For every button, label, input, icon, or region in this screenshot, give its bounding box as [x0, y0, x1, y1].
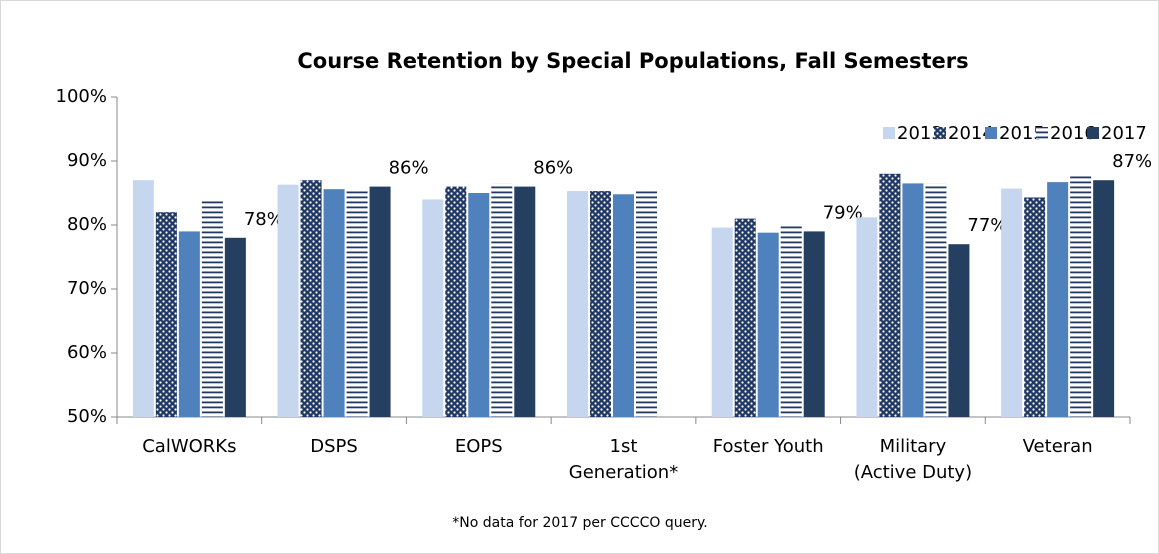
bar — [491, 183, 513, 417]
bar — [1047, 182, 1069, 417]
data-label: 87% — [1112, 151, 1152, 172]
bar — [277, 184, 299, 417]
bar — [1001, 188, 1023, 417]
bar — [757, 232, 779, 417]
y-tick-label: 50% — [67, 406, 107, 427]
bar — [445, 186, 467, 417]
bar — [201, 199, 223, 417]
bar — [468, 193, 490, 417]
legend-label: 2014 — [948, 123, 994, 144]
bar — [902, 183, 924, 417]
bar — [879, 173, 901, 417]
bar — [155, 212, 177, 417]
bar — [1024, 197, 1046, 417]
bar — [856, 217, 878, 417]
bar — [224, 237, 246, 417]
bar — [346, 189, 368, 417]
data-label: 86% — [389, 158, 429, 179]
data-label: 79% — [823, 202, 863, 223]
x-tick-label: Military (Active Duty) — [853, 436, 973, 483]
y-tick-label: 80% — [67, 214, 107, 235]
bar — [948, 244, 970, 417]
bar — [590, 191, 611, 417]
bar — [803, 231, 825, 417]
x-tick-label: Foster Youth — [712, 436, 824, 457]
legend-swatch — [1036, 127, 1048, 139]
bar — [925, 183, 947, 417]
bar — [734, 218, 756, 417]
bar — [132, 180, 154, 417]
legend-label: 2013 — [897, 123, 943, 144]
data-label: 78% — [244, 209, 284, 230]
x-tick-label: DSPS — [310, 436, 358, 457]
bar — [780, 225, 802, 417]
bar — [636, 191, 657, 417]
bar — [323, 189, 345, 417]
x-tick-label: Veteran — [1022, 436, 1093, 457]
y-tick-label: 90% — [67, 150, 107, 171]
bar — [300, 180, 322, 417]
y-tick-label: 100% — [56, 86, 107, 107]
bar — [1070, 173, 1092, 417]
legend-label: 2017 — [1101, 123, 1147, 144]
data-label: 77% — [967, 215, 1007, 236]
legend-swatch — [883, 127, 895, 139]
x-tick-label: EOPS — [454, 436, 503, 457]
bar — [369, 186, 391, 417]
y-tick-label: 60% — [67, 342, 107, 363]
bar — [613, 194, 634, 417]
legend-label: 2015 — [999, 123, 1045, 144]
bar — [1093, 180, 1115, 417]
legend-label: 2016 — [1050, 123, 1096, 144]
bar — [514, 186, 536, 417]
legend-swatch — [1087, 127, 1099, 139]
bar — [567, 191, 588, 417]
bar — [178, 231, 200, 417]
x-tick-label: CalWORKs — [142, 436, 237, 457]
data-label: 86% — [533, 158, 573, 179]
legend-swatch — [985, 127, 997, 139]
legend-swatch — [934, 127, 946, 139]
y-tick-label: 70% — [67, 278, 107, 299]
chart-title: Course Retention by Special Populations,… — [297, 49, 968, 73]
footnote: *No data for 2017 per CCCCO query. — [452, 515, 707, 531]
bar — [711, 227, 733, 417]
bar — [422, 199, 444, 417]
x-tick-label: 1st Generation* — [568, 436, 679, 483]
